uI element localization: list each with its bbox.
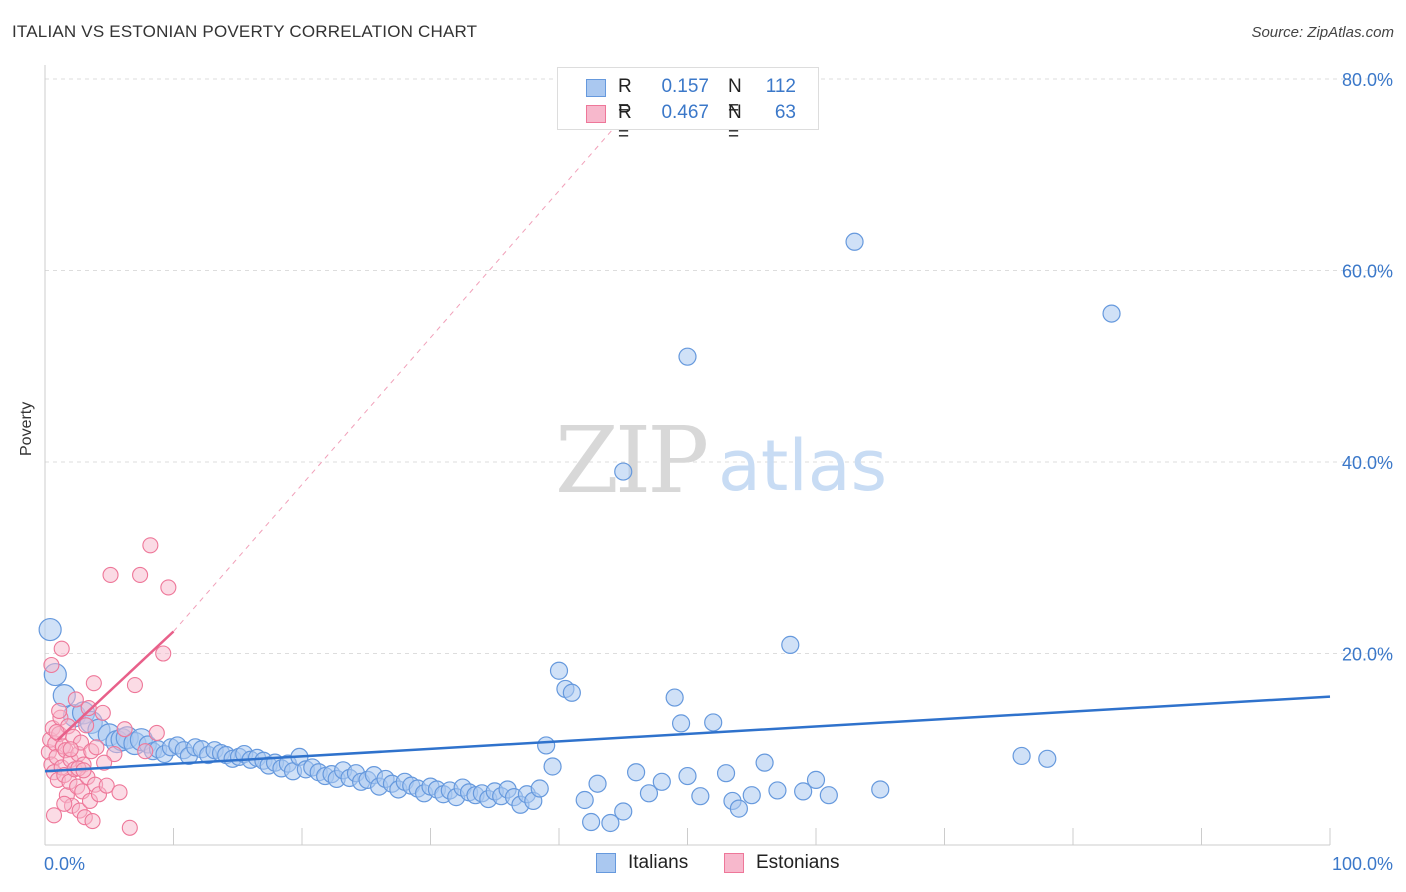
italians-trend-line bbox=[44, 695, 1331, 773]
source-credit: Source: ZipAtlas.com bbox=[1251, 24, 1394, 41]
estonians-point bbox=[53, 640, 70, 657]
italians-points bbox=[38, 232, 1121, 833]
y-tick-label: 60.0% bbox=[1342, 262, 1393, 282]
italians-legend-label: Italians bbox=[628, 852, 689, 873]
estonians-point bbox=[67, 691, 84, 708]
italians-point bbox=[601, 813, 620, 833]
italians-point bbox=[678, 347, 697, 366]
correlation-legend: R = 0.157 N = 112 R = 0.467 N = 63 bbox=[557, 67, 819, 145]
estonians-legend-swatch bbox=[724, 853, 744, 873]
estonians-point bbox=[142, 537, 159, 554]
italians-point bbox=[755, 753, 774, 772]
watermark-atlas: atlas bbox=[718, 425, 887, 507]
estonians-point bbox=[148, 724, 165, 742]
estonians-point bbox=[155, 645, 172, 662]
estonians-point bbox=[62, 741, 79, 758]
x-tick-label-max: 100.0% bbox=[1332, 854, 1393, 874]
italians-point bbox=[729, 799, 749, 818]
y-tick-label: 20.0% bbox=[1342, 645, 1393, 665]
estonians-point bbox=[51, 702, 68, 720]
italians-point bbox=[614, 802, 633, 821]
italians-point bbox=[582, 812, 601, 832]
italians-point bbox=[530, 779, 549, 798]
italians-point bbox=[819, 786, 838, 805]
italians-point bbox=[652, 772, 671, 791]
estonians-swatch bbox=[586, 105, 606, 123]
estonians-point bbox=[56, 795, 73, 812]
estonians-point bbox=[43, 656, 60, 674]
italians-point bbox=[768, 781, 787, 800]
italians-point bbox=[626, 763, 646, 782]
italians-r-label: R = bbox=[618, 76, 632, 119]
italians-point bbox=[549, 661, 569, 680]
estonians-point bbox=[84, 813, 101, 830]
italians-point bbox=[871, 780, 890, 799]
estonians-point bbox=[80, 700, 97, 717]
estonians-point bbox=[85, 675, 102, 692]
estonians-legend-label: Estonians bbox=[756, 852, 840, 873]
italians-point bbox=[806, 770, 826, 789]
italians-point bbox=[575, 790, 594, 810]
italians-point bbox=[588, 774, 607, 793]
estonians-point bbox=[78, 717, 95, 734]
estonians-point bbox=[111, 784, 128, 801]
estonians-n-label: N = bbox=[728, 102, 742, 145]
estonians-n-value: 63 bbox=[774, 102, 796, 123]
tick-labels: 20.0% 40.0% 60.0% 80.0% 0.0% 100.0% bbox=[44, 70, 1393, 874]
estonians-point bbox=[160, 579, 177, 596]
estonians-point bbox=[137, 743, 154, 760]
estonians-point bbox=[121, 819, 138, 836]
italians-point bbox=[562, 683, 581, 702]
italians-point bbox=[742, 786, 761, 805]
estonians-r-value: 0.467 bbox=[661, 102, 709, 123]
axis-layer bbox=[44, 65, 1331, 846]
italians-legend-swatch bbox=[596, 853, 616, 873]
estonians-trend-line bbox=[56, 630, 175, 741]
estonians-point bbox=[94, 704, 111, 721]
estonians-point bbox=[132, 566, 149, 584]
italians-point bbox=[665, 688, 684, 707]
italians-n-label: N = bbox=[728, 76, 742, 119]
grid-layer bbox=[45, 78, 1392, 654]
y-tick-label: 40.0% bbox=[1342, 453, 1393, 473]
italians-point bbox=[537, 736, 556, 755]
estonians-point bbox=[126, 677, 143, 694]
italians-point bbox=[1012, 746, 1031, 766]
y-tick-label: 80.0% bbox=[1342, 70, 1393, 90]
watermark-zip: ZIP bbox=[555, 407, 706, 514]
estonians-trend-extension bbox=[173, 116, 624, 632]
italians-point bbox=[671, 714, 691, 733]
estonians-point bbox=[102, 566, 119, 584]
italians-swatch bbox=[586, 79, 606, 97]
italians-point bbox=[716, 764, 736, 783]
italians-point bbox=[614, 462, 633, 481]
italians-point bbox=[543, 757, 562, 776]
italians-point bbox=[845, 232, 864, 251]
italians-r-value: 0.157 bbox=[661, 76, 709, 97]
estonians-point bbox=[106, 745, 123, 763]
chart-title: ITALIAN VS ESTONIAN POVERTY CORRELATION … bbox=[12, 22, 478, 41]
italians-point bbox=[794, 782, 813, 801]
estonians-point bbox=[88, 739, 105, 756]
estonians-points bbox=[40, 537, 177, 836]
estonians-point bbox=[98, 777, 115, 794]
italians-point bbox=[781, 635, 800, 654]
italians-point bbox=[704, 713, 723, 732]
trend-layer bbox=[44, 116, 1331, 773]
italians-point bbox=[678, 766, 697, 786]
estonians-point bbox=[45, 807, 63, 824]
italians-point bbox=[1102, 304, 1121, 323]
estonians-r-label: R = bbox=[618, 102, 632, 145]
y-axis-label: Poverty bbox=[18, 401, 35, 456]
italians-n-value: 112 bbox=[765, 76, 796, 97]
estonians-point bbox=[116, 721, 133, 738]
x-tick-label-min: 0.0% bbox=[44, 854, 85, 874]
italians-point bbox=[1038, 749, 1057, 768]
italians-point bbox=[691, 787, 710, 806]
italians-point bbox=[38, 617, 62, 642]
italians-point bbox=[639, 784, 659, 803]
